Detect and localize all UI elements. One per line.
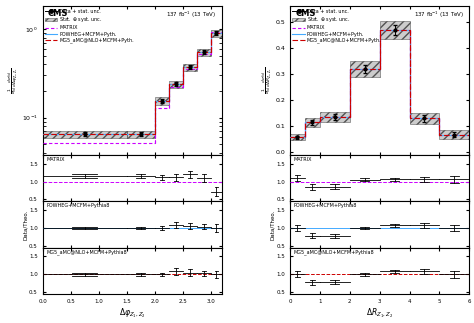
Legend: Data + stat. unc., Stat. $\oplus$ syst. unc., MATRIX, POWHEG+MCFM+Pyth., MG5_aMC: Data + stat. unc., Stat. $\oplus$ syst. … [292, 8, 382, 44]
Text: 137 fb$^{-1}$ (13 TeV): 137 fb$^{-1}$ (13 TeV) [413, 9, 464, 20]
Bar [211, 30, 222, 37]
Bar [410, 113, 439, 124]
Y-axis label: $\frac{1}{\sigma_{fid}} \frac{d\sigma_{fid}}{d\Delta R_{Z_1, Z_2}}$: $\frac{1}{\sigma_{fid}} \frac{d\sigma_{f… [260, 67, 274, 94]
Text: MG5_aMC@NLO+MCFM+Pythia8: MG5_aMC@NLO+MCFM+Pythia8 [293, 249, 374, 255]
Y-axis label: Data/Theo.: Data/Theo. [270, 209, 275, 240]
Text: MG5_aMC@NLO+MCFM+Pythia8: MG5_aMC@NLO+MCFM+Pythia8 [46, 249, 127, 255]
Text: POWHEG+MCFM+Pythia8: POWHEG+MCFM+Pythia8 [46, 203, 109, 208]
Bar [320, 112, 350, 122]
Bar [305, 118, 320, 127]
Bar [155, 97, 169, 105]
Legend: Data + stat. unc., Stat. $\oplus$ syst. unc., MATRIX, POWHEG+MCFM+Pyth., MG5_aMC: Data + stat. unc., Stat. $\oplus$ syst. … [44, 8, 135, 44]
X-axis label: $\Delta R_{Z_1, Z_2}$: $\Delta R_{Z_1, Z_2}$ [366, 307, 393, 320]
X-axis label: $\Delta\varphi_{Z_1, Z_2}$: $\Delta\varphi_{Z_1, Z_2}$ [119, 307, 146, 320]
Bar [350, 61, 380, 77]
Text: MATRIX: MATRIX [293, 157, 312, 162]
Bar [43, 131, 127, 138]
Bar [197, 49, 211, 56]
Text: 137 fb$^{-1}$ (13 TeV): 137 fb$^{-1}$ (13 TeV) [166, 9, 217, 20]
Bar [127, 131, 155, 138]
Text: POWHEG+MCFM+Pythia8: POWHEG+MCFM+Pythia8 [293, 203, 357, 208]
Y-axis label: $\frac{1}{\sigma_{fid}} \frac{d\sigma_{fid}}{d\Delta\varphi_{Z_1, Z_2}}$: $\frac{1}{\sigma_{fid}} \frac{d\sigma_{f… [7, 67, 20, 94]
Text: CMS: CMS [295, 9, 316, 18]
Bar [182, 64, 197, 71]
Bar [169, 80, 182, 88]
Bar [290, 134, 305, 140]
Y-axis label: Data/Theo.: Data/Theo. [23, 209, 27, 240]
Bar [439, 130, 469, 139]
Text: MATRIX: MATRIX [46, 157, 65, 162]
Bar [380, 21, 410, 39]
Text: CMS: CMS [48, 9, 68, 18]
